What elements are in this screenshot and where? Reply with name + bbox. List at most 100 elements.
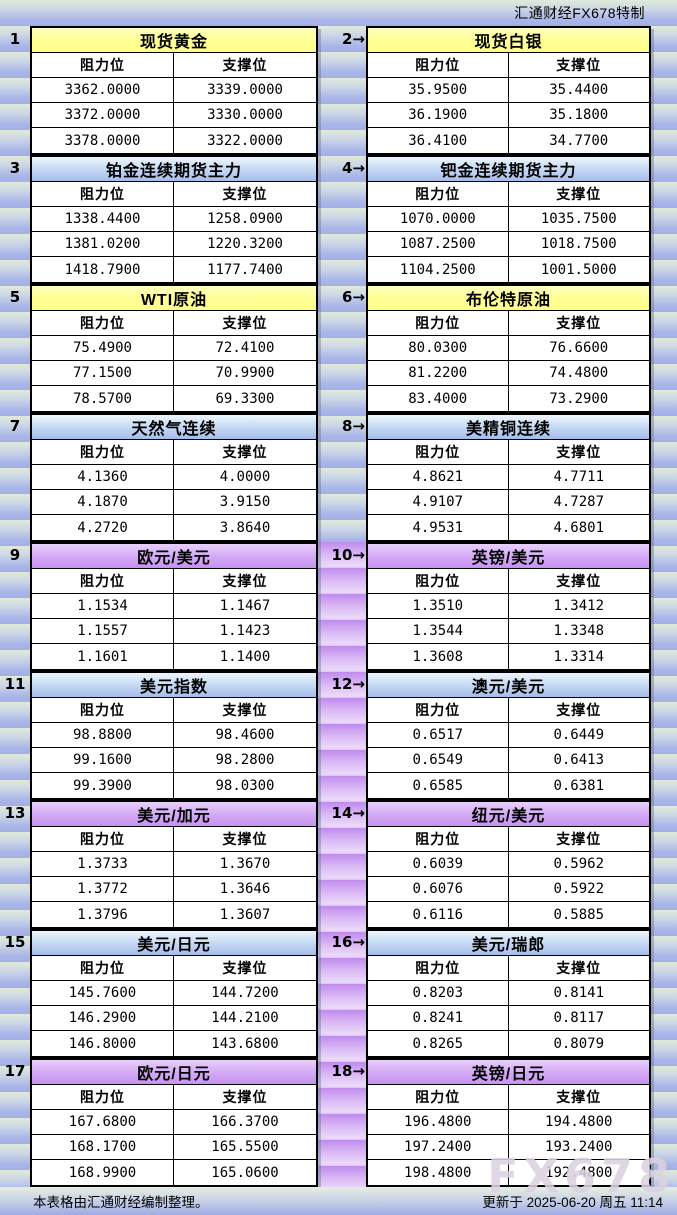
column-headers: 阻力位 支撑位: [368, 53, 649, 78]
resistance-value: 197.2400: [368, 1135, 509, 1159]
support-value: 165.0600: [211, 1164, 279, 1181]
support-value: 193.2400: [545, 1139, 613, 1155]
support-value: 98.2800: [215, 752, 275, 768]
resistance-value: 78.5700: [32, 386, 174, 411]
value-row: 168.9900 165.0600: [32, 1160, 316, 1185]
table-12: 澳元/美元 阻力位 支撑位 0.6517 0.6449 0.6549 0.6413 0.658…: [366, 671, 651, 800]
table-4: 钯金连续期货主力 阻力位 支撑位 1070.0000 1035.7500 1087.250…: [366, 155, 651, 284]
support-value: 143.6800: [211, 1035, 279, 1052]
right-margin: [651, 413, 677, 542]
resistance-header: 阻力位: [32, 827, 174, 851]
value-row: 1104.2500 1001.5000: [368, 257, 649, 282]
column-headers: 阻力位 支撑位: [32, 569, 316, 594]
value-row: 1338.4400 1258.0900: [32, 207, 316, 232]
resistance-value: 146.2900: [32, 1006, 174, 1030]
resistance-value: 1.3544: [368, 619, 509, 643]
value-row: 1.3772 1.3646: [32, 877, 316, 902]
column-headers: 阻力位 支撑位: [368, 182, 649, 207]
resistance-value: 81.2200: [368, 361, 509, 385]
support-value: 3330.0000: [207, 107, 283, 123]
resistance-value: 4.9531: [368, 515, 509, 540]
support-value: 1035.7500: [540, 211, 617, 227]
value-row: 1.3733 1.3670: [32, 852, 316, 877]
value-row: 4.9531 4.6801: [368, 515, 649, 540]
table-index-12: 12→: [318, 671, 366, 800]
resistance-value: 4.1360: [32, 465, 174, 489]
resistance-header: 阻力位: [368, 698, 509, 722]
value-row: 0.6116 0.5885: [368, 902, 649, 927]
support-header: 支撑位: [222, 186, 268, 202]
value-row: 0.6039 0.5962: [368, 852, 649, 877]
support-value: 0.6413: [553, 752, 605, 768]
value-row: 198.4800 192.4800: [368, 1160, 649, 1185]
value-row: 0.8265 0.8079: [368, 1031, 649, 1056]
value-row: 1.3510 1.3412: [368, 594, 649, 619]
table-index-15: 15: [0, 929, 30, 1058]
table-11: 美元指数 阻力位 支撑位 98.8800 98.4600 99.1600 98.2800 99…: [30, 671, 318, 800]
support-value: 1177.7400: [207, 261, 283, 278]
table-2: 现货白银 阻力位 支撑位 35.9500 35.4400 36.1900 35.1800 36…: [366, 26, 651, 155]
table-index-label: 18→: [331, 1062, 365, 1080]
value-row: 81.2200 74.4800: [368, 361, 649, 386]
value-row: 0.6517 0.6449: [368, 723, 649, 748]
support-value: 0.8141: [553, 985, 605, 1001]
resistance-value: 1087.2500: [368, 232, 509, 256]
column-headers: 阻力位 支撑位: [32, 182, 316, 207]
resistance-header: 阻力位: [32, 53, 174, 77]
resistance-header: 阻力位: [32, 311, 174, 335]
column-headers: 阻力位 支撑位: [368, 440, 649, 465]
support-value: 1.1400: [219, 648, 271, 665]
value-row: 168.1700 165.5500: [32, 1135, 316, 1160]
resistance-value: 4.2720: [32, 515, 174, 540]
resistance-value: 198.4800: [368, 1160, 509, 1185]
value-row: 4.1360 4.0000: [32, 465, 316, 490]
support-header: 支撑位: [556, 315, 602, 331]
table-index-label: 13: [4, 804, 26, 822]
resistance-value: 0.8203: [368, 981, 509, 1005]
support-value: 4.7287: [553, 494, 605, 510]
fx-section-gap-stripe: [318, 542, 366, 1187]
support-value: 98.0300: [215, 777, 275, 794]
column-headers: 阻力位 支撑位: [32, 956, 316, 981]
value-row: 1070.0000 1035.7500: [368, 207, 649, 232]
table-title: 英镑/美元: [368, 544, 649, 569]
support-value: 3.8640: [219, 519, 271, 536]
resistance-value: 0.6039: [368, 852, 509, 876]
table-title: 美元指数: [32, 673, 316, 698]
resistance-header: 阻力位: [32, 1085, 174, 1109]
resistance-value: 36.4100: [368, 128, 509, 153]
support-value: 0.6381: [553, 777, 605, 794]
resistance-header: 阻力位: [368, 53, 509, 77]
resistance-value: 196.4800: [368, 1110, 509, 1134]
support-value: 1.1467: [219, 598, 271, 614]
support-value: 1001.5000: [540, 261, 617, 278]
resistance-value: 1.3608: [368, 644, 509, 669]
table-index-label: 14→: [331, 804, 365, 822]
support-value: 0.5962: [553, 856, 605, 872]
table-index-5: 5: [0, 284, 30, 413]
resistance-value: 146.8000: [32, 1031, 174, 1056]
table-13: 美元/加元 阻力位 支撑位 1.3733 1.3670 1.3772 1.3646 1.379…: [30, 800, 318, 929]
table-16: 美元/瑞郎 阻力位 支撑位 0.8203 0.8141 0.8241 0.8117 0.826…: [366, 929, 651, 1058]
table-index-14: 14→: [318, 800, 366, 929]
table-18: 英镑/日元 阻力位 支撑位 196.4800 194.4800 197.2400 193.2…: [366, 1058, 651, 1187]
support-value: 0.6449: [553, 727, 605, 743]
right-margin: [651, 671, 677, 800]
table-title: 美元/日元: [32, 931, 316, 956]
table-index-6: 6→: [318, 284, 366, 413]
resistance-value: 168.1700: [32, 1135, 174, 1159]
table-index-label: 1: [9, 30, 21, 48]
table-index-11: 11: [0, 671, 30, 800]
support-value: 76.6600: [549, 340, 609, 356]
support-value: 1.3314: [553, 648, 605, 665]
resistance-value: 1.3796: [32, 902, 174, 927]
support-value: 1.3607: [219, 906, 271, 923]
value-row: 99.3900 98.0300: [32, 773, 316, 798]
table-index-1: 1: [0, 26, 30, 155]
table-index-9: 9: [0, 542, 30, 671]
table-title: 英镑/日元: [368, 1060, 649, 1085]
table-1: 现货黄金 阻力位 支撑位 3362.0000 3339.0000 3372.0000 333…: [30, 26, 318, 155]
support-header: 支撑位: [556, 960, 602, 976]
support-header: 支撑位: [222, 573, 268, 589]
value-row: 98.8800 98.4600: [32, 723, 316, 748]
